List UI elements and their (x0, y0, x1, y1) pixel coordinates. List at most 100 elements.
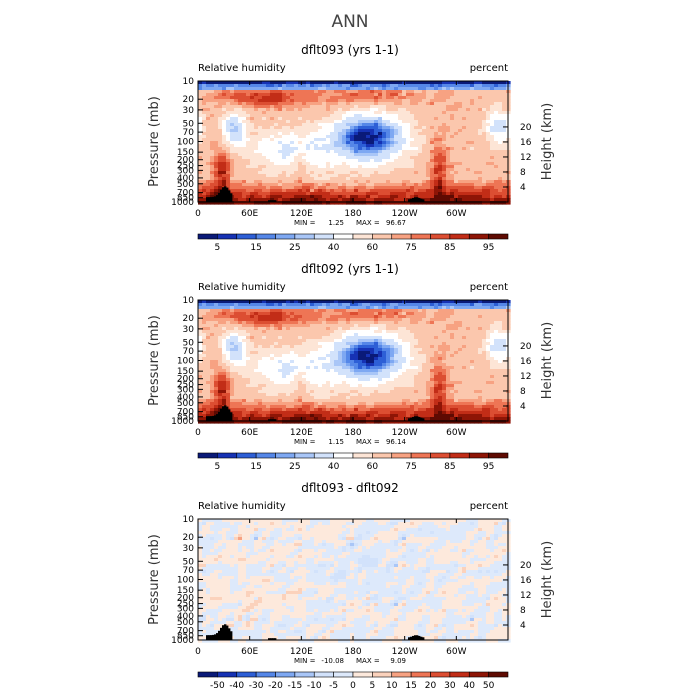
x-tick-label: 0 (195, 209, 201, 219)
panel-1: dflt093 (yrs 1-1) Relative humidity percen… (147, 43, 555, 253)
colorbar-swatch (410, 671, 431, 678)
height-tick-label: 8 (520, 606, 526, 616)
colorbar-swatch (372, 671, 393, 678)
colorbar-label: -50 (210, 681, 225, 691)
height-tick-label: 8 (520, 387, 526, 397)
colorbar-swatch (372, 452, 393, 459)
colorbar-swatch (468, 671, 489, 678)
colorbar-swatch (449, 452, 470, 459)
y-tick-label: 500 (177, 618, 194, 628)
x-tick-label: 0 (195, 647, 201, 657)
units-label: percent (470, 282, 508, 293)
colorbar-swatch (352, 671, 373, 678)
field-cells (198, 81, 511, 205)
colorbar-swatch (430, 671, 451, 678)
colorbar-swatch (294, 452, 315, 459)
y-tick-label: 30 (183, 325, 195, 335)
height-tick-label: 16 (520, 357, 532, 367)
colorbar-swatch (313, 233, 334, 240)
y-tick-label: 200 (177, 375, 194, 385)
colorbar-swatch (197, 452, 218, 459)
colorbar-swatch (255, 671, 276, 678)
x-tick-label: 180 (344, 209, 361, 219)
height-tick-label: 20 (520, 561, 532, 571)
colorbar-label: 60 (367, 243, 379, 253)
y-tick-label: 400 (177, 612, 194, 622)
colorbar-label: 60 (367, 462, 379, 472)
colorbar-label: -20 (268, 681, 283, 691)
colorbar-swatch (217, 671, 238, 678)
colorbar-swatch (352, 452, 373, 459)
colorbar-swatch (236, 452, 257, 459)
colorbar-swatch (449, 671, 470, 678)
field-cells (198, 300, 511, 424)
colorbar-label: 0 (350, 681, 356, 691)
colorbar-label: -40 (229, 681, 244, 691)
colorbar-swatch (275, 452, 296, 459)
x-tick-label: 120W (392, 647, 418, 657)
colorbar-label: 50 (483, 681, 495, 691)
topography-mask (206, 405, 425, 421)
min-label: MIN = (294, 219, 316, 227)
x-tick-label: 120E (290, 209, 313, 219)
height-tick-label: 12 (520, 372, 531, 382)
min-value: 1.15 (328, 438, 344, 446)
colorbar-swatch (372, 233, 393, 240)
colorbar-swatch (313, 671, 334, 678)
height-tick-label: 4 (520, 402, 526, 412)
y-tick-label: 200 (177, 594, 194, 604)
height-tick-label: 16 (520, 576, 532, 586)
colorbar-swatch (275, 233, 296, 240)
y-tick-label: 1000 (171, 636, 194, 646)
height-tick-label: 20 (520, 342, 532, 352)
x-tick-label: 60E (241, 209, 258, 219)
min-value: 1.25 (328, 219, 344, 227)
x-tick-label: 120W (392, 209, 418, 219)
y-tick-label: 250 (177, 381, 194, 391)
colorbar-label: 5 (370, 681, 376, 691)
colorbar-label: 15 (250, 462, 261, 472)
height-tick-label: 12 (520, 591, 531, 601)
x-tick-label: 60W (446, 209, 466, 219)
colorbar-label: 40 (464, 681, 476, 691)
colorbar-label: -5 (329, 681, 338, 691)
colorbar-label: 95 (483, 462, 494, 472)
colorbar-label: 15 (250, 243, 261, 253)
colorbar-swatch (352, 233, 373, 240)
y-tick-label: 70 (183, 128, 195, 138)
colorbar-label: -30 (249, 681, 264, 691)
colorbar-swatch (449, 233, 470, 240)
colorbar-swatch (430, 233, 451, 240)
max-value: 96.14 (386, 438, 407, 446)
y-tick-label: 400 (177, 393, 194, 403)
y-tick-label: 100 (177, 576, 194, 586)
colorbar-label: 75 (405, 243, 416, 253)
topography-mask (206, 624, 425, 640)
y-tick-label: 50 (183, 338, 195, 348)
colorbar-swatch (255, 233, 276, 240)
field-cells (198, 519, 511, 643)
colorbar-label: 15 (405, 681, 416, 691)
colorbar-swatch (488, 671, 509, 678)
y-tick-label: 150 (177, 148, 194, 158)
max-label: MAX = (356, 438, 380, 446)
panel-2: dflt092 (yrs 1-1) Relative humidity percen… (147, 262, 555, 472)
height-tick-label: 8 (520, 168, 526, 178)
colorbar-swatch (236, 671, 257, 678)
colorbar-swatch (333, 233, 354, 240)
max-value: 96.67 (386, 219, 406, 227)
y-tick-label: 200 (177, 156, 194, 166)
variable-label: Relative humidity (198, 63, 286, 74)
colorbar-swatch (217, 233, 238, 240)
y-tick-label: 250 (177, 162, 194, 172)
y-axis-right-label: Height (km) (540, 541, 555, 618)
y-tick-label: 150 (177, 367, 194, 377)
y-tick-label: 20 (183, 314, 195, 324)
height-tick-label: 4 (520, 183, 526, 193)
y-tick-label: 20 (183, 533, 195, 543)
y-tick-label: 150 (177, 586, 194, 596)
units-label: percent (470, 63, 508, 74)
topography-mask (206, 186, 425, 202)
y-tick-label: 70 (183, 566, 195, 576)
colorbar-swatch (488, 233, 509, 240)
